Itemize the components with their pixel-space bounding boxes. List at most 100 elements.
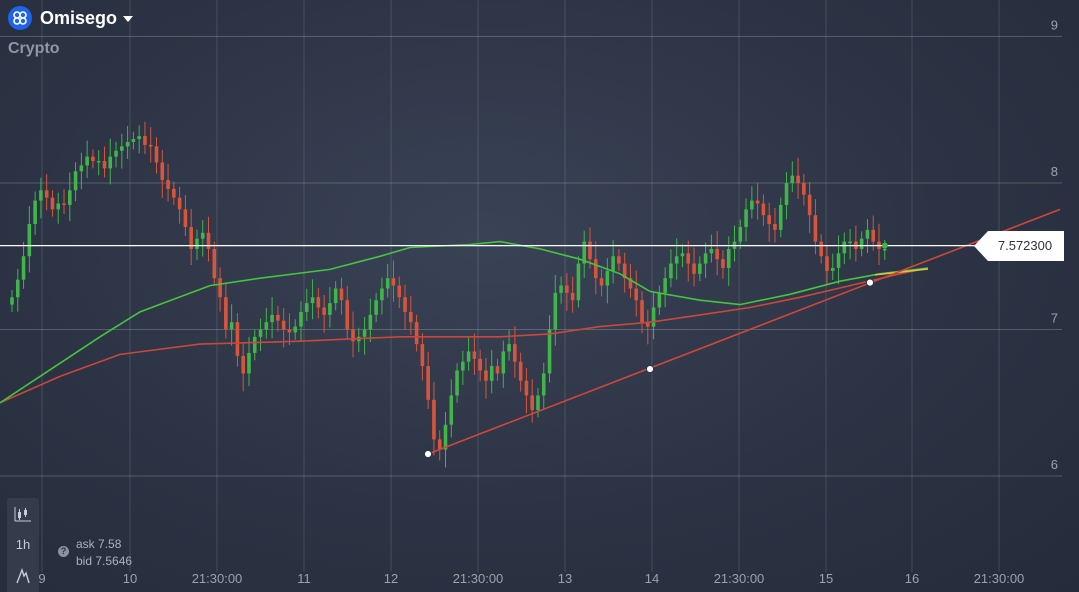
candle-body: [420, 344, 425, 367]
asset-header[interactable]: Omisego: [8, 6, 134, 30]
candle-body: [582, 241, 587, 264]
candle-body: [310, 297, 315, 304]
candle-body: [524, 380, 529, 396]
candle-body: [703, 253, 708, 264]
candle-body: [790, 175, 795, 183]
x-tick-label: 12: [384, 571, 398, 586]
indicator-icon: [16, 567, 30, 583]
candle-body: [599, 278, 604, 286]
bid-ask-panel: ? ask 7.58 bid 7.5646: [58, 536, 132, 570]
candle-body: [449, 395, 454, 425]
candle-body: [784, 183, 789, 205]
candle-body: [461, 361, 465, 371]
candle-body: [755, 200, 760, 204]
candle-body: [362, 329, 367, 337]
candle-body: [426, 366, 430, 400]
candle-body: [518, 361, 523, 381]
candle-body: [513, 344, 517, 362]
candle-body: [56, 203, 61, 210]
candle-body: [536, 395, 540, 411]
chart-type-button[interactable]: [7, 498, 39, 529]
candle-body: [495, 366, 500, 374]
candle-body: [33, 200, 37, 225]
candle-body: [333, 288, 338, 304]
candle-body: [247, 352, 251, 374]
indicator-overlays: [0, 208, 1061, 459]
trendline-anchor-point: [423, 449, 433, 459]
asset-category: Crypto: [8, 40, 60, 57]
candle-body: [507, 344, 511, 352]
candle-body: [50, 197, 55, 210]
candle-body: [663, 278, 667, 293]
candle-body: [802, 183, 806, 195]
candle-body: [125, 141, 130, 147]
candle-body: [692, 263, 696, 274]
candle-body: [299, 311, 303, 327]
x-tick-label: 21:30:00: [192, 571, 243, 586]
moving-average-slow: [0, 267, 929, 404]
candle-body: [114, 150, 118, 157]
candle-body: [807, 194, 812, 216]
candle-body: [472, 351, 477, 359]
candle-body: [287, 329, 292, 333]
candle-body: [148, 144, 153, 147]
candle-body: [859, 238, 864, 249]
candle-body: [593, 259, 598, 279]
candle-body: [726, 248, 731, 268]
candle-body: [830, 267, 835, 271]
candle-body: [68, 190, 72, 205]
asset-title: Omisego: [40, 7, 118, 28]
candle-body: [189, 226, 193, 249]
candle-body: [501, 351, 506, 374]
candle-body: [715, 248, 719, 260]
candle-body: [328, 303, 332, 315]
candle-body: [640, 300, 644, 323]
candle-body: [252, 336, 257, 353]
x-tick-label: 14: [645, 571, 659, 586]
chevron-down-icon[interactable]: [123, 16, 134, 22]
x-tick-label: 15: [819, 571, 833, 586]
candle-body: [172, 188, 176, 198]
ask-value: 7.58: [98, 537, 122, 551]
candle-body: [385, 278, 390, 289]
current-price-tag: 7.572300: [974, 231, 1064, 261]
candle-body: [21, 256, 26, 280]
candle-body: [183, 209, 188, 227]
x-tick-label: 13: [558, 571, 572, 586]
candle-body: [761, 203, 766, 216]
candle-body: [195, 238, 199, 249]
x-tick-label: 21:30:00: [453, 571, 504, 586]
candle-body: [154, 146, 159, 163]
candle-body: [530, 395, 534, 411]
indicators-button[interactable]: [7, 560, 39, 591]
candle-body: [218, 278, 222, 298]
current-price-label: 7.572300: [998, 238, 1052, 253]
candle-body: [686, 253, 691, 264]
candle-body: [709, 248, 714, 254]
candle-body: [813, 215, 818, 242]
candle-body: [137, 136, 141, 140]
candle-body: [293, 326, 298, 333]
help-icon[interactable]: ?: [58, 546, 69, 557]
y-tick-label: 7: [1051, 311, 1058, 326]
candle-body: [484, 370, 488, 381]
candle-body: [489, 366, 494, 381]
candle-body: [773, 224, 777, 230]
y-tick-label: 6: [1051, 457, 1058, 472]
candle-body: [397, 285, 402, 298]
candle-body: [235, 322, 240, 356]
interval-button[interactable]: 1h: [15, 537, 31, 552]
candle-body: [443, 424, 448, 450]
candle-body: [646, 322, 650, 327]
candle-body: [437, 439, 442, 450]
candle-body: [882, 248, 887, 251]
candle-body: [669, 263, 673, 279]
candle-body: [409, 311, 413, 323]
candle-body: [304, 303, 309, 312]
candle-body: [432, 399, 436, 440]
candle-body: [796, 175, 800, 183]
candle-body: [617, 256, 621, 264]
candle-body: [721, 259, 725, 268]
candle-body: [622, 263, 627, 279]
